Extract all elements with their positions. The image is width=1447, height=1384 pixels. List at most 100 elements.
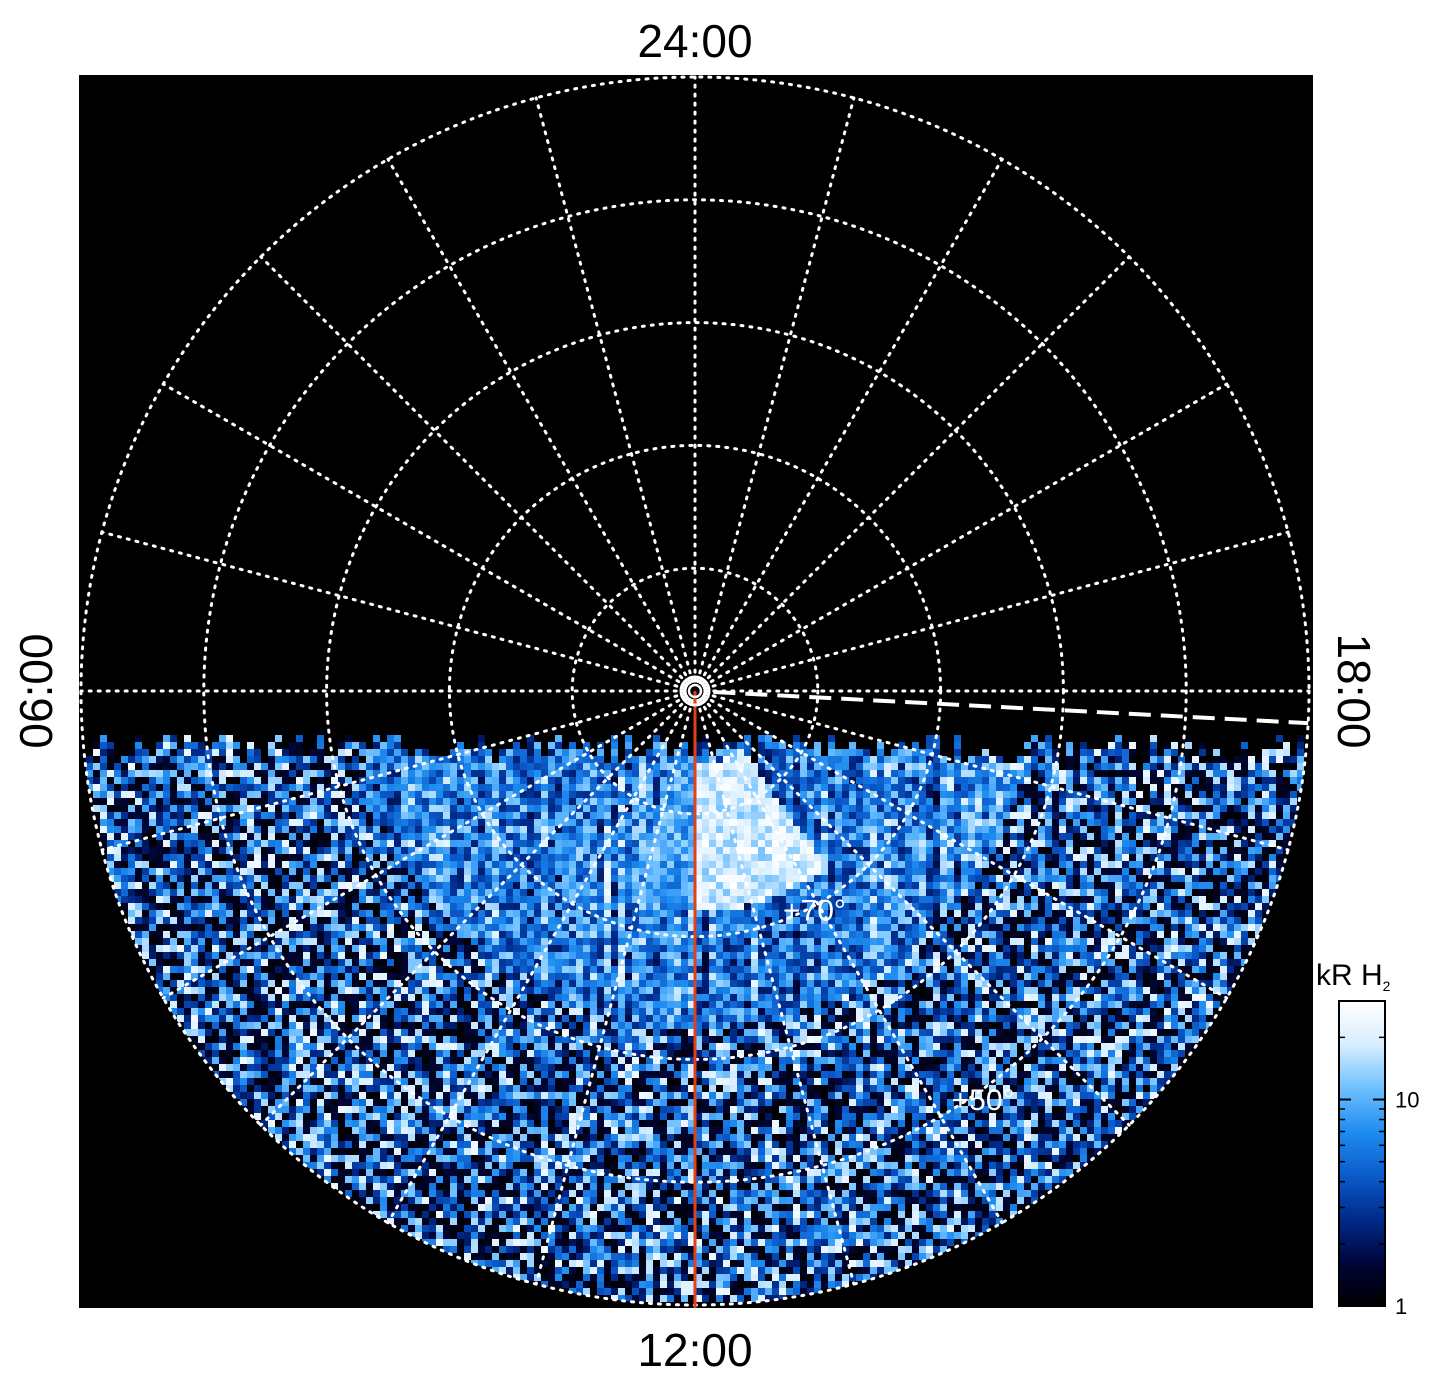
emission-cell: [555, 1001, 562, 1008]
emission-cell: [492, 1246, 499, 1253]
emission-cell: [387, 784, 394, 791]
emission-cell: [177, 763, 184, 770]
emission-cell: [310, 1078, 317, 1085]
emission-cell: [625, 1204, 632, 1211]
emission-cell: [422, 924, 429, 931]
emission-cell: [562, 1260, 569, 1267]
emission-cell: [597, 1092, 604, 1099]
emission-cell: [163, 917, 170, 924]
emission-cell: [289, 875, 296, 882]
emission-cell: [443, 896, 450, 903]
emission-cell: [394, 889, 401, 896]
emission-cell: [303, 952, 310, 959]
emission-cell: [569, 959, 576, 966]
emission-cell: [233, 798, 240, 805]
emission-cell: [275, 1036, 282, 1043]
emission-cell: [576, 1141, 583, 1148]
emission-cell: [590, 987, 597, 994]
emission-cell: [184, 889, 191, 896]
emission-cell: [520, 945, 527, 952]
emission-cell: [135, 812, 142, 819]
emission-cell: [576, 812, 583, 819]
emission-cell: [282, 903, 289, 910]
emission-cell: [618, 854, 625, 861]
emission-cell: [163, 805, 170, 812]
emission-cell: [604, 875, 611, 882]
emission-cell: [646, 1211, 653, 1218]
emission-cell: [604, 1148, 611, 1155]
emission-cell: [450, 896, 457, 903]
emission-cell: [625, 1064, 632, 1071]
emission-cell: [436, 1141, 443, 1148]
emission-cell: [478, 1169, 485, 1176]
emission-cell: [352, 805, 359, 812]
emission-cell: [303, 1113, 310, 1120]
emission-cell: [394, 1190, 401, 1197]
emission-cell: [261, 770, 268, 777]
emission-cell: [345, 1113, 352, 1120]
emission-cell: [107, 784, 114, 791]
emission-cell: [219, 735, 226, 742]
emission-cell: [317, 1092, 324, 1099]
emission-cell: [338, 1036, 345, 1043]
emission-cell: [632, 1239, 639, 1246]
emission-cell: [464, 987, 471, 994]
emission-cell: [562, 1148, 569, 1155]
emission-cell: [548, 1176, 555, 1183]
emission-cell: [380, 833, 387, 840]
emission-cell: [310, 980, 317, 987]
emission-cell: [436, 1134, 443, 1141]
emission-cell: [177, 868, 184, 875]
emission-cell: [394, 742, 401, 749]
emission-cell: [394, 1029, 401, 1036]
emission-cell: [177, 756, 184, 763]
emission-cell: [331, 1176, 338, 1183]
emission-cell: [639, 924, 646, 931]
emission-cell: [422, 1050, 429, 1057]
emission-cell: [212, 868, 219, 875]
emission-cell: [646, 861, 653, 868]
emission-cell: [541, 1036, 548, 1043]
emission-cell: [632, 966, 639, 973]
emission-cell: [625, 777, 632, 784]
emission-cell: [275, 1071, 282, 1078]
emission-cell: [457, 1176, 464, 1183]
emission-cell: [331, 889, 338, 896]
emission-cell: [443, 945, 450, 952]
emission-cell: [345, 917, 352, 924]
emission-cell: [261, 1092, 268, 1099]
emission-cell: [324, 833, 331, 840]
emission-cell: [520, 1155, 527, 1162]
emission-cell: [471, 1085, 478, 1092]
emission-cell: [261, 1057, 268, 1064]
emission-cell: [282, 854, 289, 861]
emission-cell: [191, 910, 198, 917]
emission-cell: [583, 749, 590, 756]
emission-cell: [380, 1127, 387, 1134]
emission-cell: [583, 819, 590, 826]
emission-cell: [394, 770, 401, 777]
emission-cell: [415, 1022, 422, 1029]
emission-cell: [443, 1148, 450, 1155]
emission-cell: [261, 784, 268, 791]
emission-cell: [338, 1092, 345, 1099]
emission-cell: [275, 1001, 282, 1008]
emission-cell: [513, 875, 520, 882]
emission-cell: [289, 1022, 296, 1029]
emission-cell: [436, 847, 443, 854]
emission-cell: [275, 756, 282, 763]
emission-cell: [233, 777, 240, 784]
emission-cell: [597, 1246, 604, 1253]
emission-cell: [331, 1162, 338, 1169]
emission-cell: [506, 791, 513, 798]
emission-cell: [471, 826, 478, 833]
emission-cell: [604, 952, 611, 959]
emission-cell: [373, 847, 380, 854]
emission-cell: [576, 1176, 583, 1183]
emission-cell: [240, 1008, 247, 1015]
emission-cell: [639, 1162, 646, 1169]
emission-cell: [345, 889, 352, 896]
emission-cell: [198, 833, 205, 840]
emission-cell: [562, 1050, 569, 1057]
emission-cell: [114, 826, 121, 833]
